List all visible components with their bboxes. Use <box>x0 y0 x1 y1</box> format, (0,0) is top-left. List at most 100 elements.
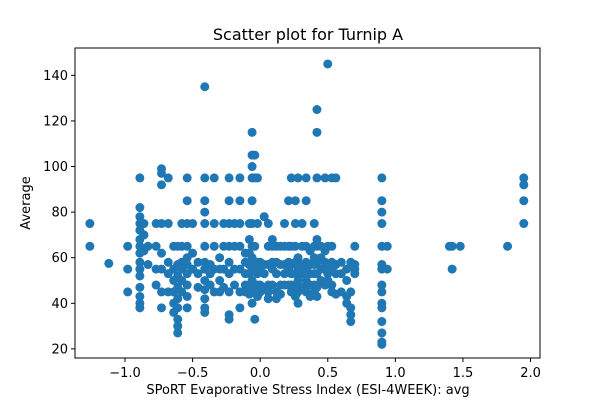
data-point <box>163 219 173 229</box>
data-point <box>230 280 240 290</box>
y-tick-label: 100 <box>43 160 68 175</box>
data-point <box>377 287 387 297</box>
data-point <box>382 264 392 274</box>
data-point <box>200 173 210 183</box>
x-tick-label: 0.0 <box>250 366 271 381</box>
data-point <box>290 241 300 251</box>
data-point <box>312 127 322 137</box>
data-point <box>200 219 210 229</box>
data-point <box>309 219 319 229</box>
data-point <box>382 241 392 251</box>
data-point <box>293 173 303 183</box>
data-point <box>297 219 307 229</box>
data-point <box>193 269 203 279</box>
data-point <box>259 269 269 279</box>
data-point <box>151 241 161 251</box>
data-point <box>157 168 167 178</box>
data-point <box>377 303 387 313</box>
data-point <box>290 219 300 229</box>
data-point <box>188 248 198 258</box>
data-point <box>157 248 167 258</box>
data-point <box>263 287 273 297</box>
data-point <box>182 291 192 301</box>
data-point <box>263 219 273 229</box>
data-point <box>284 196 294 206</box>
data-point <box>157 303 167 313</box>
data-point <box>320 173 330 183</box>
x-tick-label: 1.5 <box>453 366 474 381</box>
data-point <box>267 280 277 290</box>
data-point <box>157 180 167 190</box>
data-point <box>250 150 260 160</box>
data-point <box>377 328 387 338</box>
data-point <box>135 264 145 274</box>
data-point <box>157 287 167 297</box>
data-point <box>377 173 387 183</box>
plot-frame <box>74 47 541 359</box>
data-point <box>259 212 269 222</box>
data-point <box>350 241 360 251</box>
data-point <box>293 298 303 308</box>
data-point <box>244 234 254 244</box>
data-point <box>377 207 387 217</box>
x-tick-label: 0.5 <box>317 366 338 381</box>
data-point <box>346 287 356 297</box>
data-point <box>135 271 145 281</box>
data-point <box>209 241 219 251</box>
data-point <box>235 241 245 251</box>
data-point <box>209 219 219 229</box>
data-point <box>135 203 145 213</box>
data-point <box>312 282 322 292</box>
data-point <box>135 291 145 301</box>
data-point <box>252 173 262 183</box>
data-point <box>519 219 529 229</box>
data-point <box>151 280 161 290</box>
data-point <box>250 241 260 251</box>
data-point <box>327 241 337 251</box>
data-point <box>173 314 183 324</box>
data-point <box>135 303 145 313</box>
y-tick-label: 20 <box>51 342 68 357</box>
y-tick-label: 120 <box>43 114 68 129</box>
data-point <box>293 253 303 263</box>
data-point <box>301 196 311 206</box>
data-point <box>235 196 245 206</box>
data-point <box>275 289 285 299</box>
data-point <box>247 196 257 206</box>
data-point <box>247 162 257 172</box>
y-tick-label: 40 <box>51 297 68 312</box>
data-point <box>224 196 234 206</box>
data-point <box>135 282 145 292</box>
data-point <box>182 280 192 290</box>
data-point <box>104 258 114 268</box>
data-point <box>173 303 183 313</box>
data-point <box>157 219 167 229</box>
data-point <box>135 173 145 183</box>
x-axis-label: SPoRT Evaporative Stress Index (ESI-4WEE… <box>146 383 469 398</box>
data-point <box>350 269 360 279</box>
data-point <box>188 219 198 229</box>
data-point <box>163 173 173 183</box>
data-point <box>247 298 257 308</box>
data-point <box>377 219 387 229</box>
data-point <box>286 173 296 183</box>
data-point <box>342 276 352 285</box>
y-tick-label: 60 <box>51 251 68 266</box>
data-point <box>250 314 260 324</box>
data-point <box>312 234 322 244</box>
data-point <box>182 196 192 206</box>
data-point <box>173 294 183 304</box>
data-point <box>215 253 225 263</box>
data-point <box>123 241 133 251</box>
data-point <box>215 276 225 285</box>
data-point <box>312 173 322 183</box>
x-axis: −1.0 −0.5 0.0 0.5 1.0 1.5 2.0 <box>109 358 541 381</box>
data-point <box>205 280 215 290</box>
data-point <box>346 310 356 320</box>
data-point <box>336 257 346 267</box>
data-point <box>123 287 133 297</box>
data-point <box>200 307 210 317</box>
data-point <box>139 230 149 240</box>
data-point <box>193 282 203 292</box>
